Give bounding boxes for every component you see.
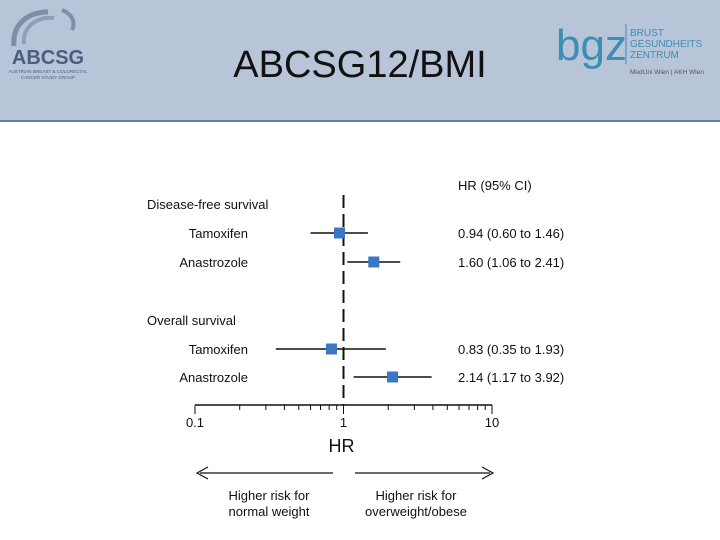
bgz-line2: GESUNDHEITS — [630, 39, 703, 50]
hr-marker — [325, 343, 337, 355]
abcsg-logo: ABCSG AUSTRIAN BREAST & COLORECTAL CANCE… — [8, 8, 88, 80]
left-arrow-text-line1: Higher risk for — [229, 488, 311, 503]
slide-header: ABCSG AUSTRIAN BREAST & COLORECTAL CANCE… — [0, 0, 720, 122]
x-axis-label: HR — [329, 436, 355, 456]
abcsg-subtitle-line2: CANCER STUDY GROUP — [21, 75, 75, 80]
ci-text: 2.14 (1.17 to 3.92) — [458, 370, 564, 385]
hr-marker — [334, 227, 346, 239]
right-arrow-text-line2: overweight/obese — [365, 504, 467, 519]
page-title: ABCSG12/BMI — [233, 44, 487, 86]
row-label: Tamoxifen — [189, 226, 248, 241]
abcsg-logo-text: ABCSG — [12, 47, 84, 69]
ci-text: 0.94 (0.60 to 1.46) — [458, 226, 564, 241]
x-tick-label: 1 — [340, 415, 347, 430]
ci-text: 0.83 (0.35 to 1.93) — [458, 342, 564, 357]
ci-text: 1.60 (1.06 to 2.41) — [458, 255, 564, 270]
left-arrow-head — [195, 466, 209, 480]
row-label: Anastrozole — [179, 370, 248, 385]
row-label: Tamoxifen — [189, 342, 248, 357]
hr-marker — [368, 256, 380, 268]
x-tick-label: 0.1 — [186, 415, 204, 430]
right-arrow-text-line1: Higher risk for — [376, 488, 458, 503]
bgz-mark: bgz — [556, 21, 627, 70]
bgz-line1: BRUST — [630, 28, 664, 39]
hr-marker — [387, 371, 399, 383]
bgz-logo: bgz BRUST GESUNDHEITS ZENTRUM MedUni Wie… — [556, 21, 704, 76]
bgz-line4: MedUni Wien | AKH Wien — [630, 69, 704, 76]
left-arrow-text-line2: normal weight — [229, 504, 310, 519]
x-tick-label: 10 — [485, 415, 499, 430]
row-label: Anastrozole — [179, 255, 248, 270]
right-arrow-head — [481, 466, 495, 480]
group-label: Disease-free survival — [147, 197, 268, 212]
bgz-line3: ZENTRUM — [630, 50, 679, 61]
column-header: HR (95% CI) — [458, 178, 532, 193]
group-label: Overall survival — [147, 313, 236, 328]
abcsg-subtitle-line1: AUSTRIAN BREAST & COLORECTAL — [8, 69, 88, 74]
